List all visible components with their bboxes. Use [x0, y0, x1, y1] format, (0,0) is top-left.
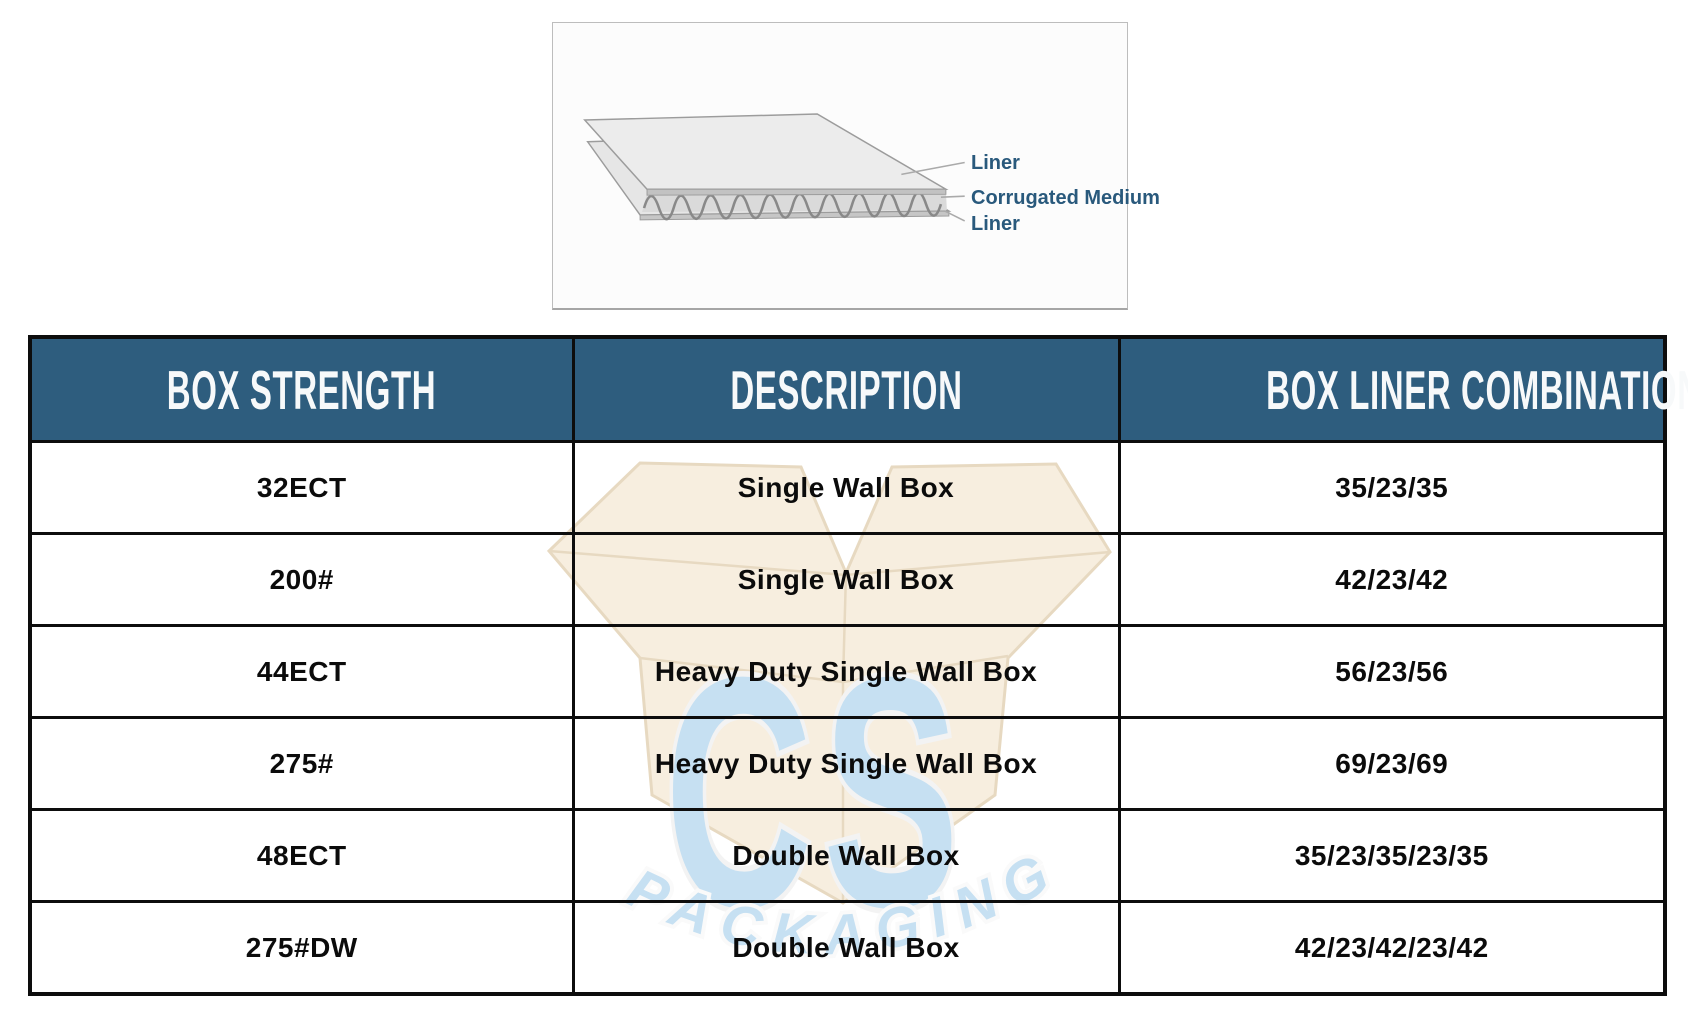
box-strength-table: BOX STRENGTH DESCRIPTION BOX LINER COMBI… [28, 335, 1688, 996]
table-row: 32ECT Single Wall Box 35/23/35 [28, 440, 1667, 535]
cell-description: Single Wall Box [571, 440, 1121, 535]
header-cell-box-strength: BOX STRENGTH [28, 335, 575, 443]
diagram-label-liner-bottom: Liner [971, 213, 1020, 235]
header-label: BOX STRENGTH [167, 358, 437, 421]
header-cell-box-liner-combination: BOX LINER COMBINATION [1117, 335, 1688, 443]
corrugated-flute-wave [642, 191, 943, 221]
cell-combination: 35/23/35/23/35 [1117, 808, 1667, 903]
table-row: 44ECT Heavy Duty Single Wall Box 56/23/5… [28, 624, 1667, 719]
table-row: 48ECT Double Wall Box 35/23/35/23/35 [28, 808, 1667, 903]
cell-description: Heavy Duty Single Wall Box [571, 716, 1121, 811]
cell-combination: 42/23/42/23/42 [1117, 900, 1667, 996]
corrugated-diagram-panel: Liner Corrugated Medium Liner [552, 22, 1160, 310]
header-label: BOX LINER COMBINATION [1265, 358, 1688, 421]
table-row: 200# Single Wall Box 42/23/42 [28, 532, 1667, 627]
top-liner-sheet [583, 113, 949, 190]
header-label: DESCRIPTION [729, 358, 963, 421]
cell-combination: 56/23/56 [1117, 624, 1667, 719]
cell-combination: 69/23/69 [1117, 716, 1667, 811]
cell-strength: 200# [28, 532, 575, 627]
table-row: 275# Heavy Duty Single Wall Box 69/23/69 [28, 716, 1667, 811]
cell-strength: 32ECT [28, 440, 575, 535]
top-liner-edge [646, 188, 947, 196]
diagram-label-liner-top: Liner [971, 152, 1020, 174]
cell-combination: 35/23/35 [1117, 440, 1667, 535]
cell-description: Single Wall Box [571, 532, 1121, 627]
cell-strength: 275#DW [28, 900, 575, 996]
table-row: 275#DW Double Wall Box 42/23/42/23/42 [28, 900, 1667, 996]
pointer-lines [901, 161, 966, 222]
cell-description: Double Wall Box [571, 808, 1121, 903]
cell-description: Heavy Duty Single Wall Box [571, 624, 1121, 719]
header-cell-description: DESCRIPTION [571, 335, 1121, 443]
cell-strength: 44ECT [28, 624, 575, 719]
diagram-label-corrugated-medium: Corrugated Medium [971, 187, 1160, 209]
cell-strength: 48ECT [28, 808, 575, 903]
corrugated-board-illustration [583, 113, 966, 222]
cell-description: Double Wall Box [571, 900, 1121, 996]
cell-strength: 275# [28, 716, 575, 811]
table-header-row: BOX STRENGTH DESCRIPTION BOX LINER COMBI… [28, 335, 1688, 443]
cell-combination: 42/23/42 [1117, 532, 1667, 627]
